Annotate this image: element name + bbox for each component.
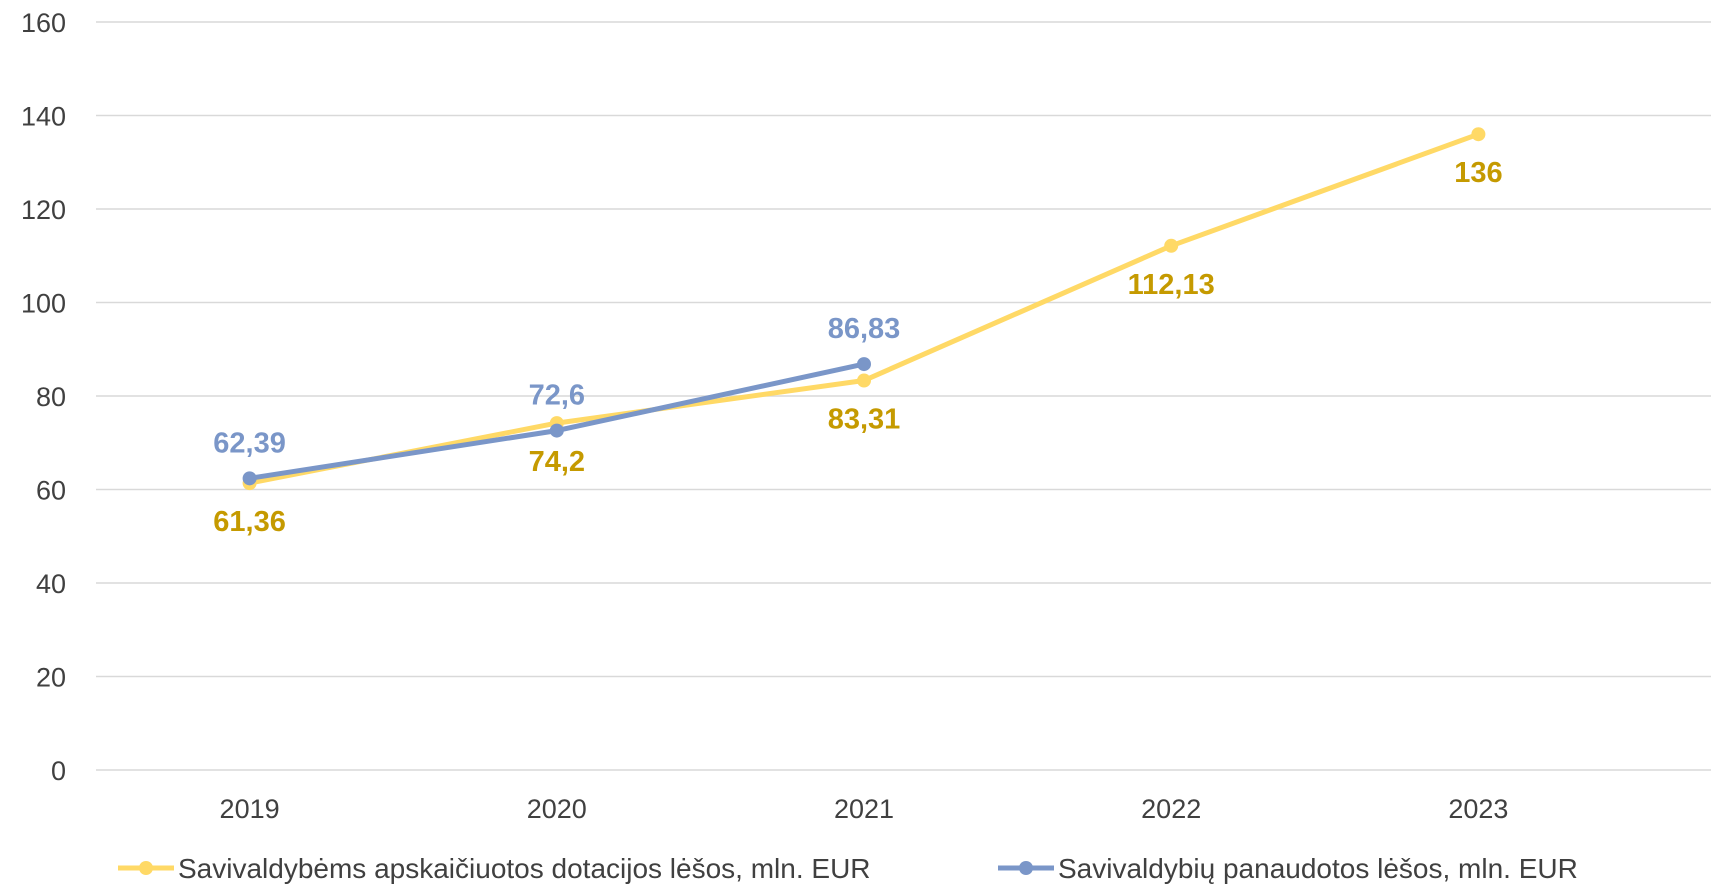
- data-label: 72,6: [529, 380, 585, 412]
- y-tick-label: 40: [36, 569, 66, 599]
- data-label: 62,39: [213, 427, 286, 459]
- series-lines: [242, 127, 1486, 491]
- data-label: 61,36: [213, 506, 286, 538]
- legend-swatch-marker: [139, 861, 153, 875]
- data-label: 136: [1454, 157, 1502, 189]
- x-tick-label: 2023: [1448, 794, 1508, 824]
- legend-entry-label: Savivaldybių panaudotos lėšos, mln. EUR: [1058, 853, 1578, 884]
- data-point: [549, 423, 564, 438]
- y-tick-label: 0: [51, 756, 66, 786]
- x-tick-label: 2019: [220, 794, 280, 824]
- legend-entry-label: Savivaldybėms apskaičiuotos dotacijos lė…: [178, 853, 871, 884]
- gridlines: [96, 21, 1711, 771]
- y-tick-label: 80: [36, 382, 66, 412]
- y-tick-label: 120: [21, 195, 66, 225]
- data-labels: 61,36 74,2 83,31 112,13 136 62,39 72,6 86,83: [213, 157, 1502, 538]
- y-tick-label: 60: [36, 476, 66, 506]
- legend-swatch-marker: [1019, 861, 1033, 875]
- data-point: [857, 373, 871, 388]
- data-point: [1471, 127, 1486, 142]
- y-tick-label: 160: [21, 8, 66, 38]
- y-axis-tick-labels: 0 20 40 60 80 100 120 140 160: [21, 8, 66, 786]
- x-tick-label: 2022: [1141, 794, 1201, 824]
- data-point: [1164, 238, 1179, 253]
- data-label: 86,83: [828, 313, 901, 345]
- data-point: [242, 471, 257, 486]
- data-label: 74,2: [529, 446, 585, 478]
- x-tick-label: 2020: [527, 794, 587, 824]
- x-axis-tick-labels: 2019 2020 2021 2022 2023: [220, 794, 1509, 824]
- legend: Savivaldybėms apskaičiuotos dotacijos lė…: [118, 853, 1578, 884]
- y-tick-label: 140: [21, 102, 66, 132]
- x-tick-label: 2021: [834, 794, 894, 824]
- y-tick-label: 100: [21, 289, 66, 319]
- data-point: [857, 357, 871, 372]
- data-label: 112,13: [1128, 269, 1215, 301]
- y-tick-label: 20: [36, 663, 66, 693]
- data-label: 83,31: [828, 404, 901, 436]
